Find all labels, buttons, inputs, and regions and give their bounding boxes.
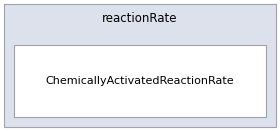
FancyBboxPatch shape — [14, 45, 266, 117]
FancyBboxPatch shape — [4, 4, 276, 127]
Text: ChemicallyActivatedReactionRate: ChemicallyActivatedReactionRate — [46, 76, 234, 86]
Text: reactionRate: reactionRate — [102, 12, 178, 26]
